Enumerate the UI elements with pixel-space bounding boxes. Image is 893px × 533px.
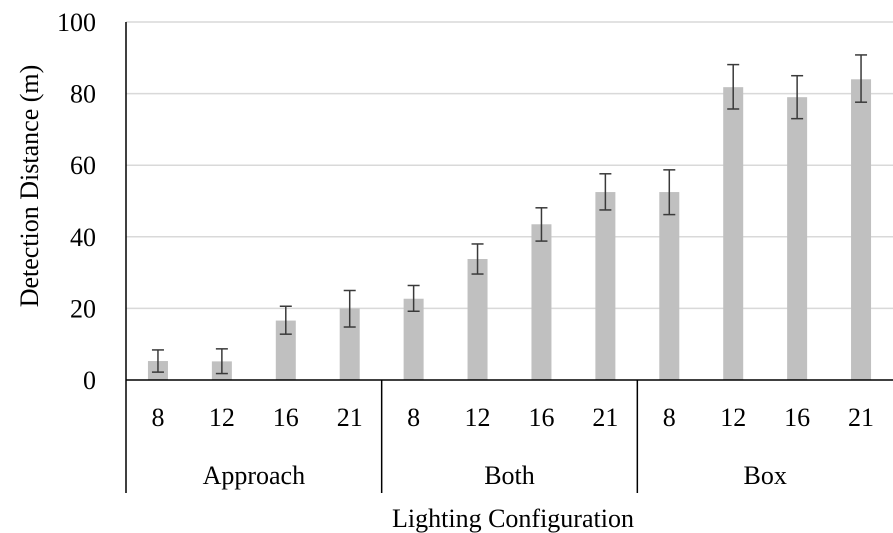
bars: [147, 79, 872, 381]
bar: [659, 192, 680, 380]
bar: [275, 320, 296, 380]
x-category-label: 12: [209, 403, 235, 432]
y-tick-label: 20: [70, 294, 96, 323]
x-group-label: Both: [484, 461, 535, 490]
x-group-label: Box: [743, 461, 786, 490]
bar: [723, 87, 744, 380]
x-group-labels: Approach Both Box: [203, 461, 787, 490]
error-bars: [151, 54, 868, 375]
y-tick-label: 80: [70, 80, 96, 109]
y-axis-label: Detection Distance (m): [15, 65, 44, 308]
bar: [403, 298, 424, 380]
bar: [851, 79, 872, 380]
x-category-labels: 8 12 16 21 8 12 16 21 8 12 16 21: [151, 403, 874, 432]
bar: [467, 258, 488, 380]
axes: [125, 22, 893, 493]
bar: [595, 192, 616, 380]
bar: [531, 224, 552, 380]
x-category-label: 16: [784, 403, 810, 432]
x-group-label: Approach: [203, 461, 306, 490]
y-tick-label: 100: [57, 8, 96, 37]
x-category-label: 12: [465, 403, 491, 432]
x-category-label: 8: [407, 403, 420, 432]
x-category-label: 21: [592, 403, 618, 432]
y-tick-label: 60: [70, 151, 96, 180]
y-tick-label: 0: [83, 366, 96, 395]
x-category-label: 12: [720, 403, 746, 432]
gridlines: [126, 21, 893, 310]
x-category-label: 16: [273, 403, 299, 432]
y-tick-label: 40: [70, 223, 96, 252]
x-category-label: 8: [151, 403, 164, 432]
x-category-label: 21: [337, 403, 363, 432]
x-category-label: 8: [663, 403, 676, 432]
x-axis-label: Lighting Configuration: [392, 504, 634, 533]
y-tick-labels: 0 20 40 60 80 100: [57, 8, 96, 395]
x-category-label: 21: [848, 403, 874, 432]
bar: [787, 97, 808, 381]
x-category-label: 16: [528, 403, 554, 432]
